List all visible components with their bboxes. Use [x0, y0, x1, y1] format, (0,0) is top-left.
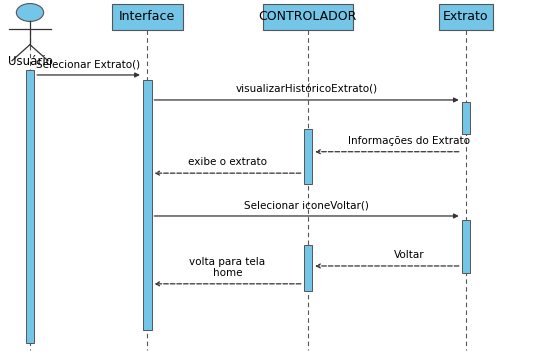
Text: Selecionar iconeVoltar(): Selecionar iconeVoltar(): [244, 200, 369, 210]
Bar: [112, 4, 183, 30]
Bar: [462, 220, 470, 273]
Bar: [263, 4, 353, 30]
Circle shape: [16, 4, 44, 21]
Text: CONTROLADOR: CONTROLADOR: [259, 10, 357, 24]
Text: volta para tela
home: volta para tela home: [190, 256, 265, 278]
Text: Interface: Interface: [119, 10, 175, 24]
Text: Selecionar Extrato(): Selecionar Extrato(): [37, 59, 141, 69]
Bar: [304, 245, 312, 291]
Text: Extrato: Extrato: [443, 10, 489, 24]
Text: Usuário: Usuário: [8, 55, 52, 68]
Bar: [439, 4, 493, 30]
Bar: [304, 129, 312, 184]
Text: Voltar: Voltar: [393, 250, 424, 260]
Text: Informações do Extrato: Informações do Extrato: [348, 136, 470, 146]
Text: visualizarHistóricoExtrato(): visualizarHistóricoExtrato(): [235, 84, 378, 94]
Text: exibe o extrato: exibe o extrato: [188, 157, 267, 167]
Bar: [26, 70, 34, 343]
Bar: [143, 80, 152, 330]
Bar: [462, 102, 470, 134]
